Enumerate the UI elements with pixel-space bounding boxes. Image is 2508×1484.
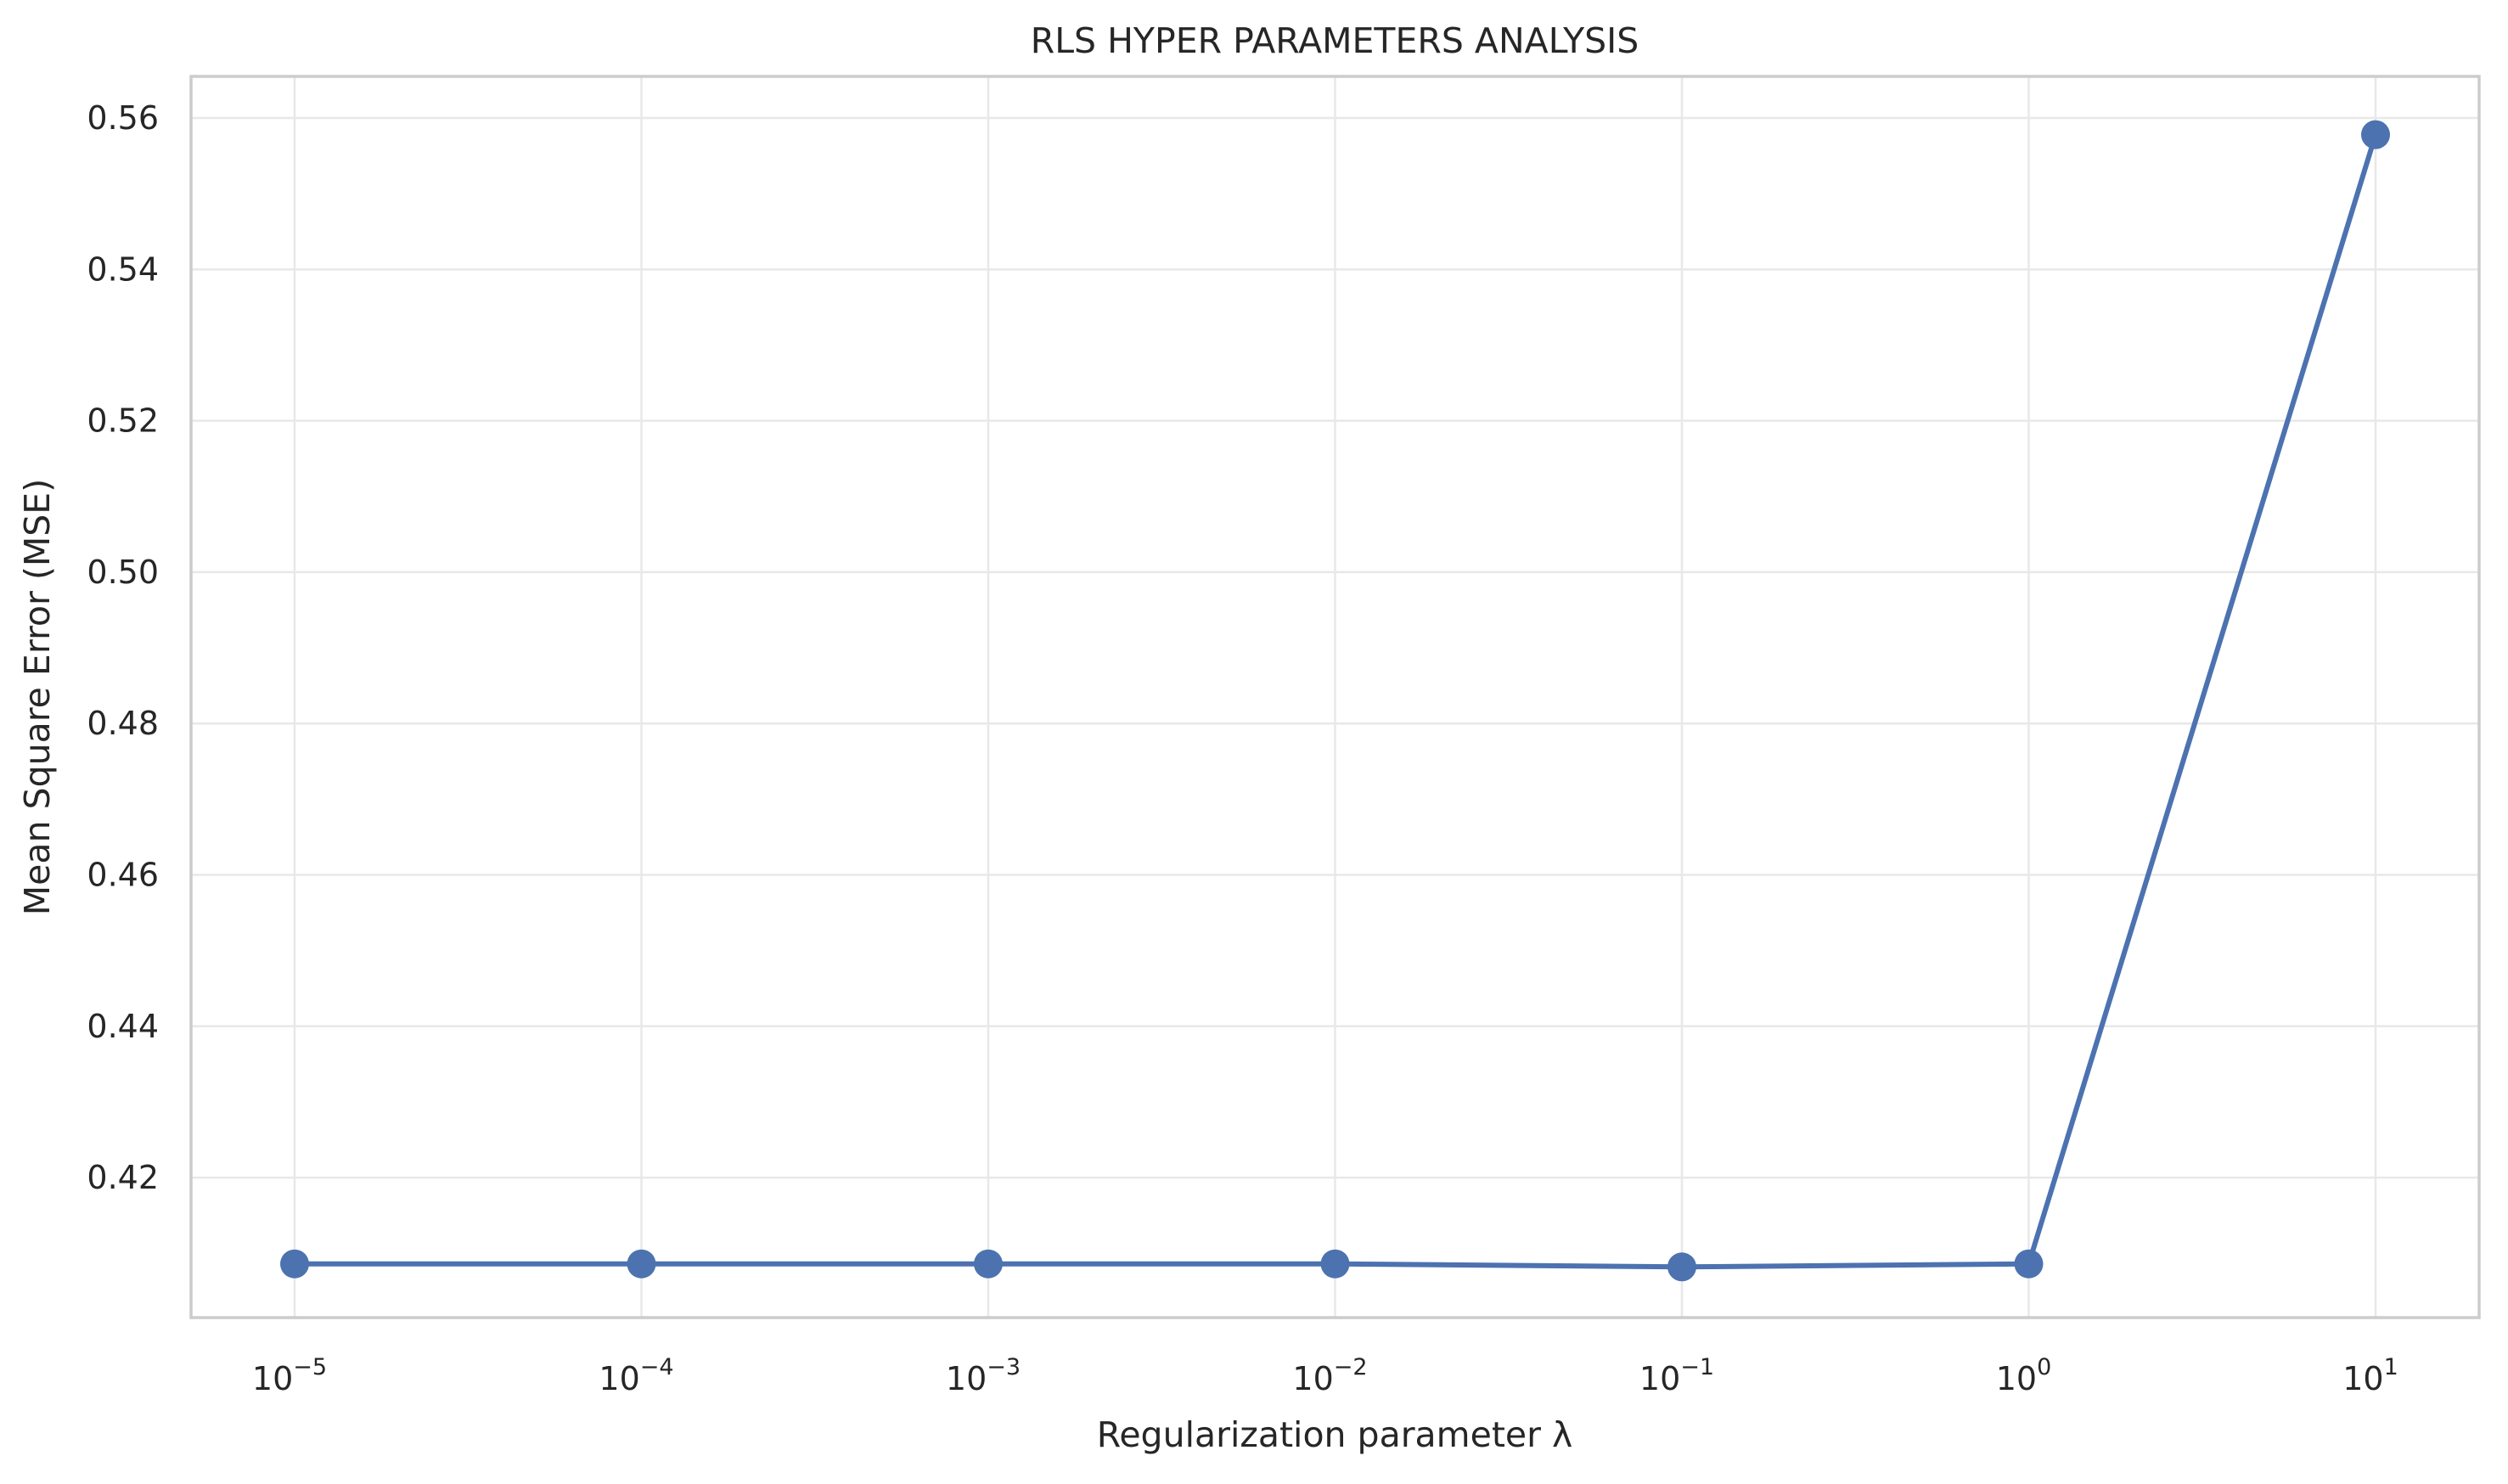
data-point [2014, 1249, 2044, 1279]
x-tick-base: 10 [946, 1360, 987, 1397]
y-tick-label: 0.56 [87, 99, 159, 137]
series [280, 120, 2390, 1282]
data-point [1320, 1249, 1350, 1279]
y-tick-label: 0.50 [87, 554, 159, 591]
data-point [627, 1249, 656, 1279]
grid [191, 76, 2479, 1318]
chart-title: RLS HYPER PARAMETERS ANALYSIS [1031, 20, 1639, 61]
x-tick-exponent: −3 [987, 1354, 1021, 1380]
data-point [974, 1249, 1003, 1279]
data-point [280, 1249, 309, 1279]
x-tick-base: 10 [1996, 1360, 2037, 1397]
x-tick-exponent: −2 [1334, 1354, 1368, 1380]
x-tick-base: 10 [2342, 1360, 2383, 1397]
y-tick-label: 0.52 [87, 402, 159, 440]
x-tick-label: 10−1 [1639, 1354, 1714, 1397]
x-tick-label: 10−5 [252, 1354, 327, 1397]
x-tick-base: 10 [252, 1360, 293, 1397]
x-tick-base: 10 [599, 1360, 639, 1397]
x-tick-exponent: 0 [2037, 1354, 2051, 1380]
plot-frame [189, 75, 2481, 1319]
y-tick-label: 0.48 [87, 705, 159, 742]
y-axis-label: Mean Square Error (MSE) [17, 479, 58, 915]
x-tick-base: 10 [1292, 1360, 1333, 1397]
y-tick-label: 0.42 [87, 1159, 159, 1196]
data-point [2361, 120, 2390, 149]
y-tick-label: 0.54 [87, 250, 159, 288]
x-tick-exponent: −5 [293, 1354, 327, 1380]
y-tick-label: 0.46 [87, 856, 159, 893]
x-tick-label: 101 [2342, 1354, 2398, 1397]
x-tick-exponent: −1 [1680, 1354, 1714, 1380]
x-tick-base: 10 [1639, 1360, 1680, 1397]
x-axis-label: Regularization parameter λ [1097, 1414, 1573, 1455]
x-tick-label: 10−4 [599, 1354, 673, 1397]
x-tick-label: 100 [1996, 1354, 2052, 1397]
data-point [1667, 1252, 1696, 1282]
x-tick-exponent: −4 [640, 1354, 674, 1380]
tick-labels: 10−5 10−4 10−3 10−2 10−1 100 1010.420.440.460.… [87, 99, 2398, 1397]
x-tick-label: 10−3 [946, 1354, 1021, 1397]
x-tick-exponent: 1 [2384, 1354, 2398, 1380]
y-tick-label: 0.44 [87, 1008, 159, 1045]
x-tick-label: 10−2 [1292, 1354, 1367, 1397]
